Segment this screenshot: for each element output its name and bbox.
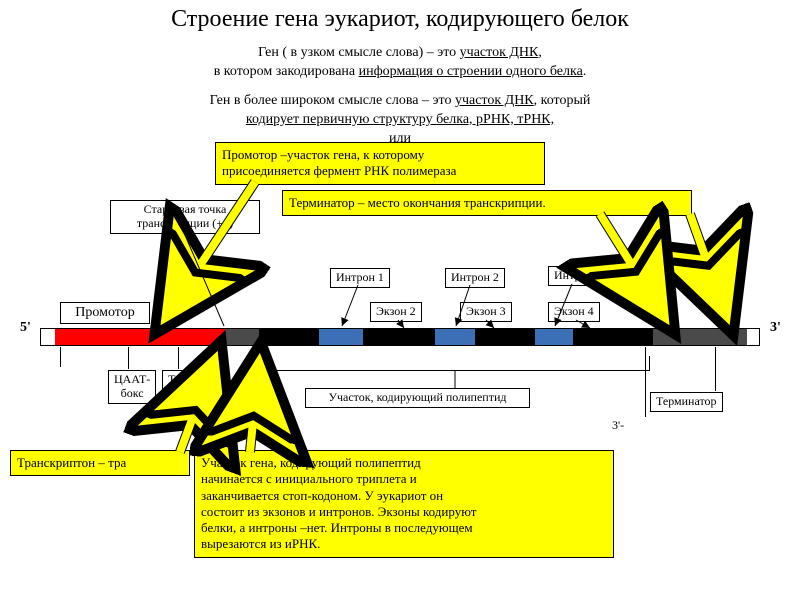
coding-region-bracket bbox=[260, 356, 650, 371]
exon4-label: Экзон 4 bbox=[548, 302, 600, 322]
intron1-label: Интрон 1 bbox=[330, 268, 390, 288]
intron3-label: Интрон 3 bbox=[548, 266, 608, 286]
tick bbox=[222, 347, 223, 375]
terminator-label: Терминатор bbox=[650, 392, 723, 412]
intro-l1u: участок ДНК bbox=[460, 45, 539, 60]
promoter-definition-callout: Промотор –участок гена, к которому присо… bbox=[215, 142, 545, 185]
terminator-definition-callout: Терминатор – место окончания транскрипци… bbox=[282, 190, 692, 216]
segment-exon2b bbox=[475, 329, 535, 345]
tick bbox=[178, 347, 179, 369]
segment-intron1 bbox=[319, 329, 363, 345]
tick bbox=[60, 347, 61, 367]
segment-exon3b bbox=[573, 329, 653, 345]
intro-l4u: кодирует первичную структуру белка, рРНК… bbox=[246, 112, 554, 127]
three-prime-label: 3' bbox=[770, 320, 781, 336]
intro-l2u: информация о строении одного белка bbox=[359, 64, 583, 79]
intro-l2a: в котором закодирована bbox=[214, 64, 359, 79]
segment-exon1 bbox=[259, 329, 319, 345]
gene-track bbox=[40, 328, 760, 346]
caat-box-label: ЦААТ- бокс bbox=[108, 370, 156, 404]
start-point-label: Стартовая точка транскрипции (+1) bbox=[110, 200, 260, 234]
segment-promoter bbox=[55, 329, 225, 345]
exon3-label: Экзон 3 bbox=[460, 302, 512, 322]
intro-l3a: Ген в более широком смысле слова – это bbox=[210, 93, 455, 108]
intro-l3b: , который bbox=[534, 93, 591, 108]
coding-region-label: Участок, кодирующий полипептид bbox=[305, 388, 530, 408]
segment-terminator bbox=[685, 329, 747, 345]
tick bbox=[715, 347, 716, 391]
segment-leader bbox=[225, 329, 259, 345]
intro-l3u: участок ДНК bbox=[455, 93, 534, 108]
diagram-canvas: Строение гена эукариот, кодирующего бело… bbox=[0, 0, 800, 600]
intro-l1a: Ген ( в узком смысле слова) – это bbox=[258, 45, 460, 60]
tick bbox=[645, 347, 646, 417]
tata-box-label: ТАТА- бокс bbox=[162, 370, 208, 404]
intro-text: Ген ( в узком смысле слова) – это участо… bbox=[0, 44, 800, 148]
intron2-label: Интрон 2 bbox=[445, 268, 505, 288]
segment-intron2 bbox=[435, 329, 475, 345]
three-prime-tail-label: 3'- bbox=[610, 418, 626, 433]
promoter-label: Промотор bbox=[60, 302, 150, 324]
page-title: Строение гена эукариот, кодирующего бело… bbox=[0, 6, 800, 33]
coding-definition-callout: Участок гена, кодирующий полипептид начи… bbox=[194, 450, 614, 558]
segment-exon1b bbox=[363, 329, 435, 345]
transcripton-callout: Транскриптон – тра bbox=[10, 450, 190, 476]
intro-l1b: , bbox=[538, 45, 542, 60]
exon2-label: Экзон 2 bbox=[370, 302, 422, 322]
tick bbox=[128, 347, 129, 369]
intro-l2b: . bbox=[583, 64, 587, 79]
five-prime-label: 5' bbox=[20, 320, 31, 336]
segment-trailer bbox=[653, 329, 685, 345]
segment-intron3 bbox=[535, 329, 573, 345]
